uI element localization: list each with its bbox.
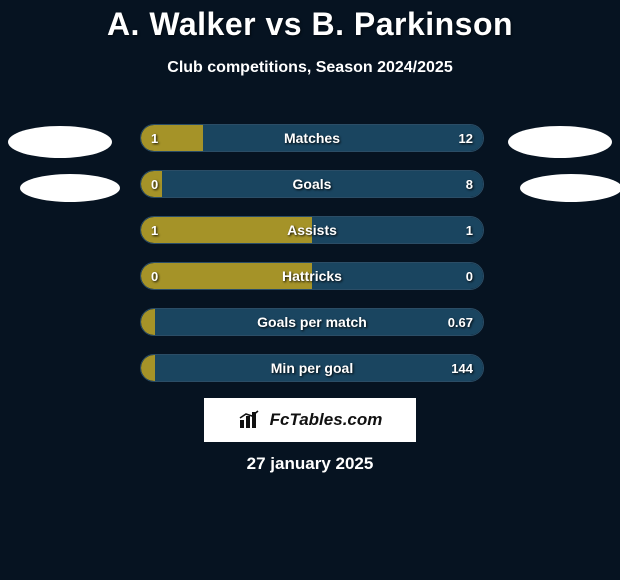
stat-label: Hattricks [141,263,483,289]
stat-row: 0.67Goals per match [140,308,484,336]
stat-row: 144Min per goal [140,354,484,382]
page-title: A. Walker vs B. Parkinson [0,0,620,43]
avatar-placeholder-right-1 [508,126,612,158]
avatar-placeholder-right-2 [520,174,620,202]
stat-label: Matches [141,125,483,151]
date-label: 27 january 2025 [0,454,620,474]
stat-row: 00Hattricks [140,262,484,290]
page-subtitle: Club competitions, Season 2024/2025 [0,59,620,77]
avatar-placeholder-left-2 [20,174,120,202]
stat-row: 11Assists [140,216,484,244]
chart-icon [238,410,264,430]
avatar-placeholder-left-1 [8,126,112,158]
logo-text: FcTables.com [270,410,383,430]
stat-row: 08Goals [140,170,484,198]
stat-label: Goals per match [141,309,483,335]
stat-row: 112Matches [140,124,484,152]
stat-label: Min per goal [141,355,483,381]
stat-label: Goals [141,171,483,197]
stats-bars: 112Matches 08Goals 11Assists 00Hattricks 0.6… [140,124,484,400]
logo-badge: FcTables.com [204,398,416,442]
stat-label: Assists [141,217,483,243]
